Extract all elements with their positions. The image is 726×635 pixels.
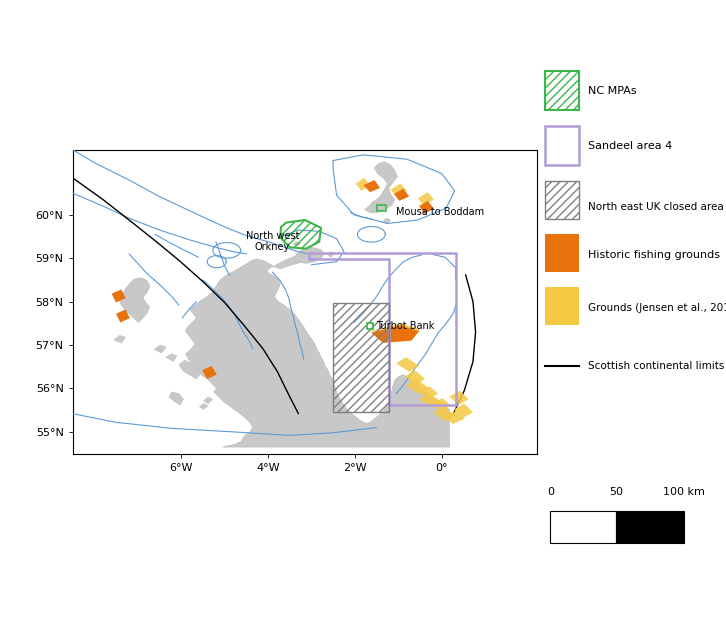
Polygon shape xyxy=(406,379,428,394)
Text: NC MPAs: NC MPAs xyxy=(588,86,637,97)
Polygon shape xyxy=(419,201,434,214)
Polygon shape xyxy=(449,391,468,405)
Text: 0: 0 xyxy=(547,487,554,497)
Text: Turbot Bank: Turbot Bank xyxy=(375,321,434,331)
Polygon shape xyxy=(202,366,217,379)
Bar xyxy=(544,234,579,272)
Polygon shape xyxy=(394,189,409,201)
Polygon shape xyxy=(372,326,419,343)
Polygon shape xyxy=(396,358,419,372)
Bar xyxy=(544,71,579,110)
Polygon shape xyxy=(433,406,456,421)
Polygon shape xyxy=(356,178,370,191)
Polygon shape xyxy=(186,253,449,447)
Text: Historic fishing grounds: Historic fishing grounds xyxy=(588,250,720,260)
Text: 100 km: 100 km xyxy=(664,487,705,497)
Polygon shape xyxy=(391,184,407,197)
Text: North west
Orkney: North west Orkney xyxy=(245,231,299,253)
Polygon shape xyxy=(308,250,315,255)
Polygon shape xyxy=(445,411,465,424)
Text: 50: 50 xyxy=(609,487,624,497)
Bar xyxy=(616,511,685,542)
Polygon shape xyxy=(364,180,380,192)
Text: Sandeel area 4: Sandeel area 4 xyxy=(588,142,672,151)
Text: North east UK closed area: North east UK closed area xyxy=(588,203,724,212)
Polygon shape xyxy=(114,335,126,343)
Bar xyxy=(544,126,579,164)
Polygon shape xyxy=(405,370,425,385)
Text: Grounds (Jensen et al., 2011): Grounds (Jensen et al., 2011) xyxy=(588,303,726,312)
Polygon shape xyxy=(120,277,150,323)
Polygon shape xyxy=(116,309,130,323)
Polygon shape xyxy=(370,323,420,342)
Polygon shape xyxy=(383,218,391,224)
Polygon shape xyxy=(295,248,325,264)
Text: Scottish continental limits: Scottish continental limits xyxy=(588,361,725,371)
Polygon shape xyxy=(169,392,184,405)
Polygon shape xyxy=(419,394,443,408)
Polygon shape xyxy=(454,404,473,418)
Polygon shape xyxy=(364,162,397,213)
Polygon shape xyxy=(419,386,439,399)
Polygon shape xyxy=(418,192,434,205)
Bar xyxy=(544,286,579,325)
Polygon shape xyxy=(432,398,452,411)
Polygon shape xyxy=(328,251,334,257)
Text: Mousa to Boddam: Mousa to Boddam xyxy=(396,207,484,217)
Polygon shape xyxy=(112,290,126,302)
Polygon shape xyxy=(200,404,208,410)
Bar xyxy=(550,511,616,542)
Polygon shape xyxy=(204,397,213,404)
Polygon shape xyxy=(154,345,166,353)
Polygon shape xyxy=(293,242,301,246)
Polygon shape xyxy=(166,354,177,361)
Polygon shape xyxy=(370,201,378,207)
Bar xyxy=(544,181,579,220)
Polygon shape xyxy=(179,360,200,379)
